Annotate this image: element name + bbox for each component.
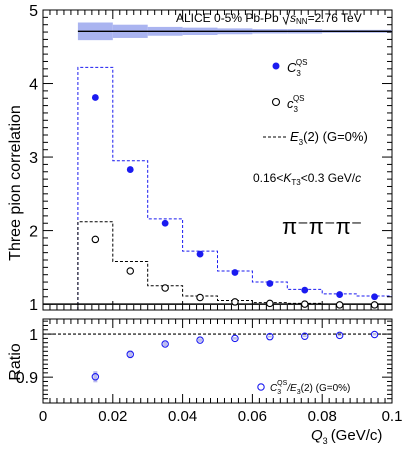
point-c3qs [91,94,99,101]
ratio-error-band [302,335,307,338]
x-tick-label: 0.08 [308,408,337,425]
x-tick-label: 0.1 [382,408,403,425]
legend-marker-open [271,97,281,107]
ratio-point [266,332,274,341]
e3-step-black [77,221,392,310]
top-y-tick-label: 5 [29,3,38,20]
x-tick-label: 0.02 [98,408,127,425]
legend-bottom: C3QS/E3(2) (G=0%) [257,380,350,396]
legend-marker-ratio [257,383,265,391]
kt-range-label: 0.16<KT3<0.3 GeV/c [253,171,361,187]
top-y-axis-title: Three pion correlation [7,105,24,261]
point-c3qs [231,269,239,276]
point-c3qs-lower [161,284,169,292]
top-axis-ticks: 1 2 3 4 5 [29,3,393,314]
point-c3qs-lower [266,299,274,308]
e3-step-blue [77,66,392,310]
top-panel-frame [42,9,393,311]
experiment-label: ALICE 0-5% Pb-Pb [176,11,279,25]
bottom-y-axis-title: Ratio [7,343,24,380]
energy-suffix: =2.76 TeV [308,11,362,25]
top-data-points [91,94,379,309]
ratio-point [91,372,100,381]
point-c3qs-lower [126,267,135,275]
point-c3qs [161,219,169,227]
legend-e3: E3(2) (G=0%) [290,129,368,147]
e3-step-histograms [77,66,392,310]
point-c3qs [196,250,204,258]
point-c3qs [126,166,134,173]
header-label: ALICE 0-5% Pb-Pb sNN=2.76 TeV [176,9,362,26]
svg-text:ALICE 0-5% Pb-Pb: ALICE 0-5% Pb-Pb [176,11,279,25]
ratio-data-points [91,330,379,383]
svg-text:sNN=2.76 TeV: sNN=2.76 TeV [290,11,362,26]
legend-marker-filled [272,62,280,70]
x-axis-title: Q3 (GeV/c) [311,427,382,446]
bottom-y-tick-label: 1 [29,327,38,344]
point-c3qs-lower [335,301,344,309]
ratio-point [126,350,135,359]
ratio-error-band [232,337,237,340]
ratio-point [300,332,309,340]
point-c3qs [301,286,309,294]
pion-triplet-label: π⁻π⁻π⁻ [282,214,362,239]
ratio-point [231,334,239,343]
legend-ratio-label: C3QS/E3(2) (G=0%) [270,380,350,396]
legend-c3qs: C3QS [287,58,307,78]
point-c3qs-lower [370,301,379,309]
top-y-tick-label: 4 [29,77,38,94]
ratio-point [161,340,169,348]
point-c3qs [336,291,344,298]
point-c3qs-lower [196,293,204,302]
legend-top: C3QS c3QS E3(2) (G=0%) 0.16<KT3<0.3 GeV/… [253,58,368,239]
bottom-y-tick-label: 0.9 [16,370,38,387]
point-c3qs-lower [300,300,309,308]
ratio-point [370,330,379,339]
ratio-error-band [163,341,168,347]
top-y-tick-label: 2 [29,224,38,241]
x-tick-label: 0.06 [238,408,267,425]
x-tick-label: 0 [39,408,47,425]
systematic-band-group [77,22,392,41]
energy-sub: NN [296,17,308,26]
sqrt-sign [282,9,325,26]
ratio-error-band [93,371,98,383]
ratio-error-band [198,338,203,342]
legend-c3qs-lower: c3QS [287,94,305,114]
ratio-error-band [337,334,342,337]
bottom-axis-ticks: 0.9 1 0 0.02 0.04 0.06 0.08 0.1 [16,319,403,425]
ratio-error-band [372,333,377,336]
top-y-tick-label: 3 [29,150,38,167]
ratio-point [196,336,204,344]
point-c3qs [266,280,274,287]
ratio-point [335,331,344,340]
point-c3qs-lower [91,235,100,244]
point-c3qs [371,293,378,301]
point-c3qs-lower [231,298,239,306]
energy-s: s [290,11,296,25]
ratio-error-band [128,350,133,359]
top-y-tick-label: 1 [29,297,38,314]
x-tick-label: 0.04 [168,408,197,425]
ratio-error-band [267,335,272,338]
